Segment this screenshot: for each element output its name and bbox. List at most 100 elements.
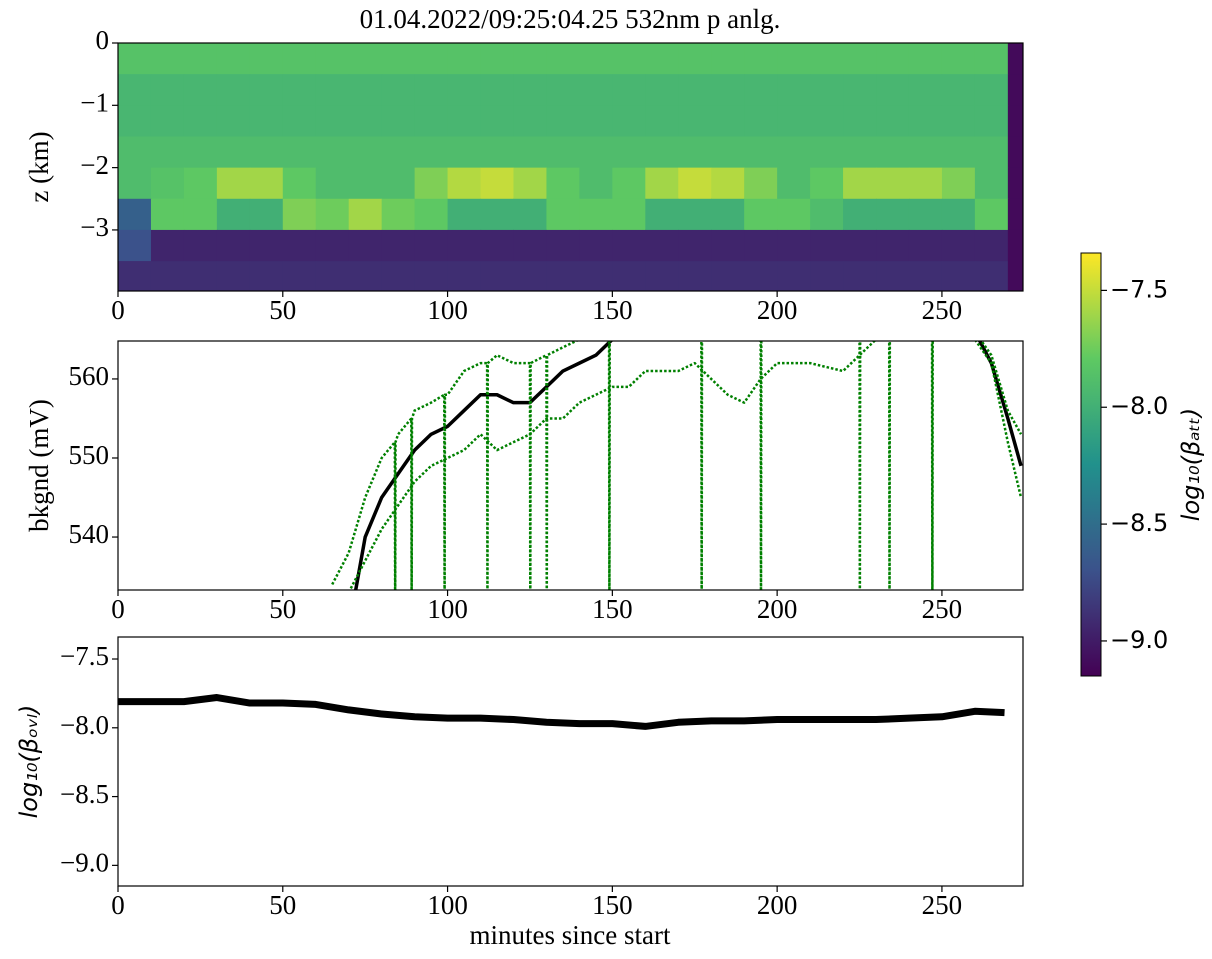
x-tick-label: 50 [269, 890, 296, 920]
heatmap-cell [348, 198, 383, 231]
heatmap-cell [216, 136, 251, 169]
heatmap-cell [744, 261, 778, 291]
heatmap-cell [579, 229, 613, 262]
heatmap-cell [381, 43, 416, 75]
x-tick-label: 50 [269, 295, 296, 325]
heatmap-cell [315, 105, 350, 137]
heatmap-cell [908, 74, 943, 106]
heatmap-cell [348, 261, 383, 291]
heatmap-cell [678, 105, 712, 137]
y-tick-label: −8.0 [60, 710, 109, 740]
heatmap-cell [711, 229, 745, 262]
heatmap-cell [381, 136, 416, 169]
heatmap-cell [513, 261, 547, 291]
heatmap-cell [447, 74, 482, 106]
heatmap-cell [678, 198, 712, 231]
heatmap-cell [843, 167, 877, 200]
heatmap-cell [974, 198, 1009, 231]
heatmap-cell [579, 167, 613, 200]
heatmap-cell [810, 261, 844, 291]
heatmap-cell [249, 136, 284, 169]
heatmap-cell [974, 105, 1009, 137]
x-tick-label: 250 [922, 594, 963, 624]
heatmap-cell [711, 136, 745, 169]
y-tick-label: 540 [69, 519, 110, 549]
heatmap-cell [447, 167, 482, 200]
heatmap-cell [612, 74, 646, 106]
heatmap-cell [282, 136, 317, 169]
heatmap-cell [1007, 198, 1023, 231]
heatmap-cell [941, 136, 976, 169]
heatmap-cell [546, 167, 580, 200]
heatmap-cell [282, 167, 317, 200]
heatmap-cell [118, 105, 152, 137]
x-tick-label: 0 [111, 295, 125, 325]
x-tick-label: 150 [592, 295, 633, 325]
heatmap-cell [315, 74, 350, 106]
x-tick-label: 50 [269, 594, 296, 624]
x-axis-label: minutes since start [470, 920, 671, 950]
heatmap-cell [843, 198, 877, 231]
series-line [331, 341, 1023, 590]
heatmap-cell [414, 43, 449, 75]
y-tick-label: −3 [80, 212, 109, 242]
y-tick-label: −7.5 [60, 641, 109, 671]
heatmap-cell [941, 105, 976, 137]
heatmap-cell [513, 105, 547, 137]
heatmap-cell [612, 136, 646, 169]
heatmap-cell [150, 198, 185, 231]
heatmap-cell [612, 43, 646, 75]
axes-frame [117, 340, 1024, 591]
heatmap-cell [1007, 261, 1023, 291]
heatmap-cell [579, 136, 613, 169]
heatmap-cell [315, 261, 350, 291]
heatmap-cell [118, 43, 152, 75]
heatmap-cell [744, 74, 778, 106]
heatmap-cell [480, 167, 514, 200]
heatmap-cell [612, 167, 646, 200]
y-tick-label: −1 [80, 88, 109, 118]
heatmap-cell [876, 261, 910, 291]
heatmap-cell [744, 136, 778, 169]
heatmap-cell [876, 105, 910, 137]
heatmap-cell [249, 198, 284, 231]
series-line [348, 341, 1023, 590]
heatmap-cell [678, 229, 712, 262]
heatmap-cell [150, 229, 185, 262]
y-tick-label: −9.0 [60, 848, 109, 878]
heatmap-cell [645, 261, 679, 291]
heatmap-cell [777, 261, 811, 291]
heatmap-cell [908, 136, 943, 169]
heatmap-cell [843, 43, 877, 75]
heatmap-cell [645, 105, 679, 137]
heatmap-cell [843, 261, 877, 291]
heatmap-cell [118, 136, 152, 169]
heatmap-cell [974, 43, 1009, 75]
heatmap-cell [777, 105, 811, 137]
heatmap-cell [711, 167, 745, 200]
heatmap-cell [579, 198, 613, 231]
heatmap-cell [513, 198, 547, 231]
heatmap-cell [777, 74, 811, 106]
heatmap-cell [645, 229, 679, 262]
heatmap-cell [249, 43, 284, 75]
heatmap-cell [183, 229, 218, 262]
heatmap-cell [744, 43, 778, 75]
heatmap-cell [282, 74, 317, 106]
heatmap-cell [908, 167, 943, 200]
heatmap-cell [908, 43, 943, 75]
heatmap-cell [810, 198, 844, 231]
heatmap-cell [876, 229, 910, 262]
heatmap-cell [1007, 74, 1023, 106]
heatmap-cell [777, 229, 811, 262]
heatmap-cell [480, 74, 514, 106]
heatmap-cell [810, 229, 844, 262]
heatmap-cell [908, 198, 943, 231]
heatmap-cell [645, 198, 679, 231]
heatmap-cell [315, 229, 350, 262]
heatmap-cell [612, 229, 646, 262]
heatmap-cell [183, 105, 218, 137]
heatmap-cell [612, 198, 646, 231]
x-tick-label: 200 [757, 890, 798, 920]
